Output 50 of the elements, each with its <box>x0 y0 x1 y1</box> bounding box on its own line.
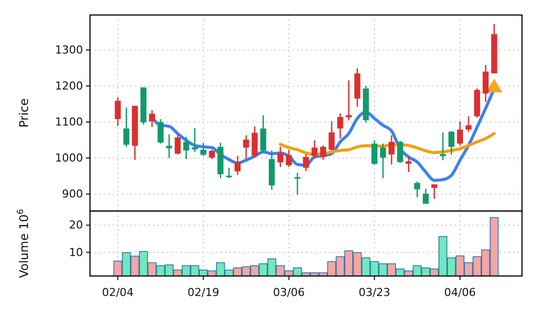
candlestick <box>380 142 386 179</box>
candlestick <box>123 106 130 148</box>
y-tick-label: 1200 <box>55 80 83 92</box>
x-tick-label: 02/04 <box>102 286 134 300</box>
candlestick <box>456 120 463 146</box>
y-tick-label: 10 <box>69 246 83 259</box>
candlestick <box>174 134 181 156</box>
candlestick <box>406 156 412 173</box>
candlestick <box>149 109 156 128</box>
candlestick <box>158 118 164 144</box>
y-axis-title: Price <box>17 98 31 128</box>
y-tick-label: 900 <box>62 188 83 201</box>
y-tick-label: 1100 <box>55 116 83 129</box>
candlestick <box>440 132 446 161</box>
candlestick <box>286 149 292 168</box>
candlestick <box>166 134 172 159</box>
candlestick <box>371 140 378 166</box>
candlestick <box>466 116 472 132</box>
candlestick <box>414 180 420 198</box>
candlestick <box>448 130 454 156</box>
x-tick-label: 03/06 <box>273 286 305 300</box>
candlestick <box>183 136 190 160</box>
x-tick-label: 02/19 <box>187 286 220 300</box>
x-tick-label: 03/23 <box>358 286 390 300</box>
candlestick <box>346 80 352 121</box>
y-tick-label: 1000 <box>55 152 83 165</box>
candlestick <box>422 188 429 204</box>
x-tick-label: 04/06 <box>444 286 476 300</box>
candlestick <box>234 155 241 176</box>
y-tick-label: 20 <box>69 218 83 232</box>
candlestick <box>252 126 258 158</box>
candlestick <box>200 142 206 157</box>
candlestick <box>294 172 300 196</box>
candlestick <box>303 154 309 172</box>
candlestick <box>482 64 489 102</box>
candlestick <box>312 140 318 160</box>
candlestick <box>192 127 198 153</box>
candlestick <box>226 167 232 179</box>
candlestick <box>243 134 250 160</box>
candlestick <box>320 144 326 160</box>
candlestick <box>260 114 266 153</box>
candlestick <box>388 134 395 166</box>
candlestick <box>431 184 438 200</box>
candlestick <box>208 149 215 160</box>
candlestick <box>328 120 335 152</box>
candlestick <box>114 96 121 127</box>
y-tick-label: 1300 <box>55 43 83 56</box>
candlestick <box>397 140 404 164</box>
candlestick <box>277 146 284 168</box>
candlestick <box>337 112 344 140</box>
